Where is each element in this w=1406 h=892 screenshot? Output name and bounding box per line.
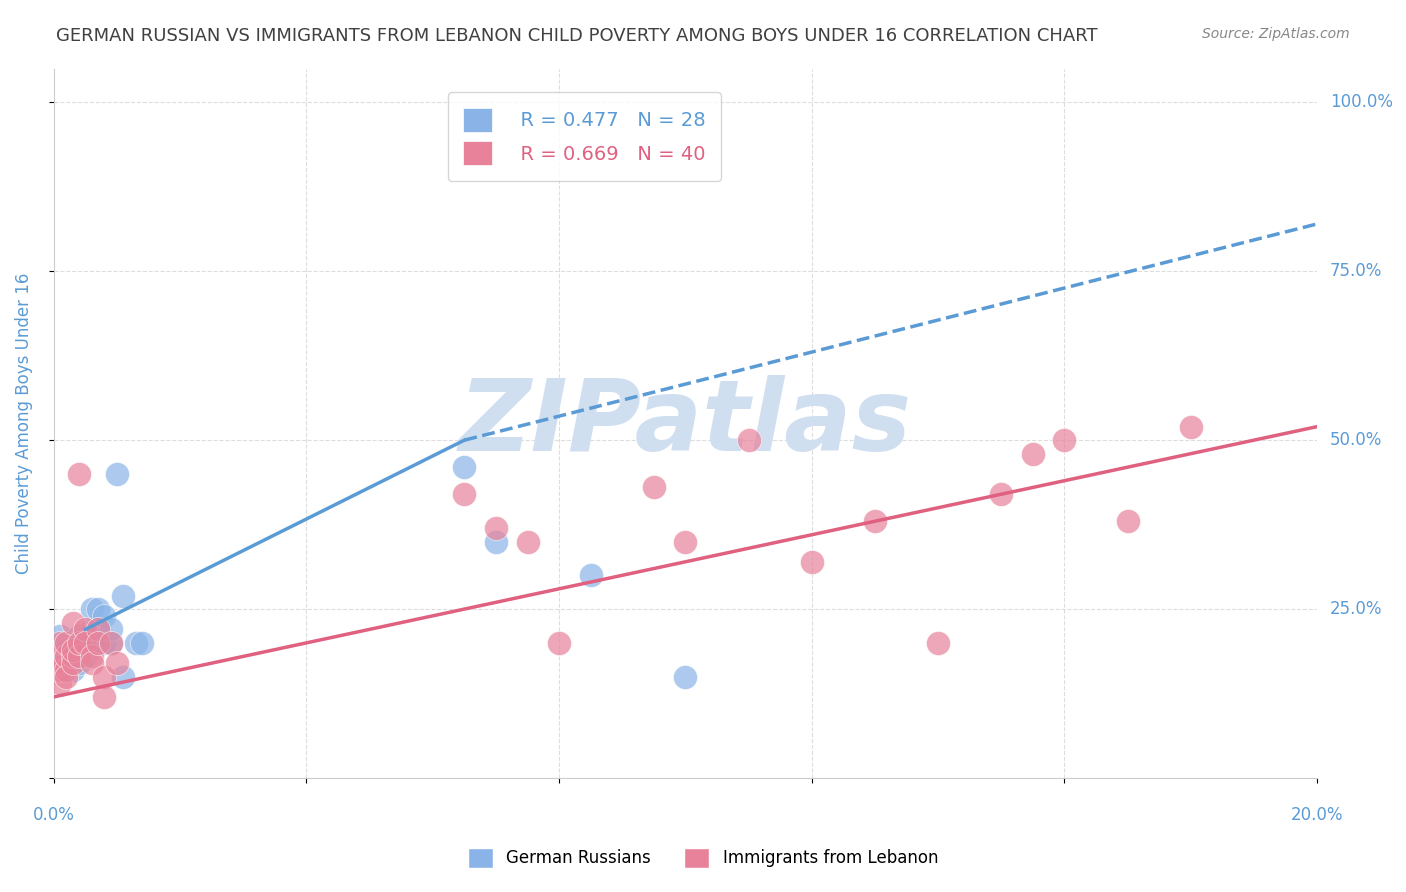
- Point: [990, 487, 1012, 501]
- Point: [55, 649, 77, 664]
- Point: [49, 676, 72, 690]
- Point: [55, 636, 77, 650]
- Text: 50.0%: 50.0%: [1330, 431, 1382, 450]
- Point: [643, 480, 665, 494]
- Point: [67, 636, 90, 650]
- Point: [516, 534, 538, 549]
- Point: [49, 663, 72, 677]
- Point: [62, 615, 84, 630]
- Point: [55, 670, 77, 684]
- Point: [80, 636, 103, 650]
- Point: [55, 663, 77, 677]
- Point: [49, 636, 72, 650]
- Point: [80, 602, 103, 616]
- Point: [105, 656, 128, 670]
- Point: [55, 642, 77, 657]
- Point: [100, 636, 122, 650]
- Point: [87, 636, 110, 650]
- Point: [737, 433, 759, 447]
- Point: [1116, 514, 1139, 528]
- Point: [453, 487, 475, 501]
- Point: [87, 602, 110, 616]
- Point: [55, 649, 77, 664]
- Text: 25.0%: 25.0%: [1330, 600, 1382, 618]
- Point: [80, 623, 103, 637]
- Point: [548, 636, 571, 650]
- Point: [100, 636, 122, 650]
- Point: [49, 656, 72, 670]
- Point: [75, 636, 97, 650]
- Point: [62, 642, 84, 657]
- Point: [675, 534, 697, 549]
- Point: [75, 649, 97, 664]
- Text: 0.0%: 0.0%: [32, 806, 75, 824]
- Legend:   R = 0.477   N = 28,   R = 0.669   N = 40: R = 0.477 N = 28, R = 0.669 N = 40: [447, 93, 721, 181]
- Point: [927, 636, 949, 650]
- Point: [67, 467, 90, 481]
- Point: [80, 649, 103, 664]
- Point: [579, 568, 602, 582]
- Text: GERMAN RUSSIAN VS IMMIGRANTS FROM LEBANON CHILD POVERTY AMONG BOYS UNDER 16 CORR: GERMAN RUSSIAN VS IMMIGRANTS FROM LEBANO…: [56, 27, 1098, 45]
- Text: 20.0%: 20.0%: [1291, 806, 1343, 824]
- Point: [100, 623, 122, 637]
- Point: [62, 656, 84, 670]
- Point: [75, 636, 97, 650]
- Text: 100.0%: 100.0%: [1330, 94, 1393, 112]
- Point: [112, 670, 135, 684]
- Point: [93, 608, 115, 623]
- Point: [453, 460, 475, 475]
- Point: [67, 642, 90, 657]
- Point: [80, 656, 103, 670]
- Point: [1053, 433, 1076, 447]
- Point: [93, 670, 115, 684]
- Point: [87, 623, 110, 637]
- Point: [67, 629, 90, 643]
- Point: [75, 623, 97, 637]
- Point: [112, 589, 135, 603]
- Point: [131, 636, 153, 650]
- Point: [67, 649, 90, 664]
- Point: [67, 656, 90, 670]
- Point: [675, 670, 697, 684]
- Point: [105, 467, 128, 481]
- Point: [93, 636, 115, 650]
- Point: [1022, 447, 1045, 461]
- Y-axis label: Child Poverty Among Boys Under 16: Child Poverty Among Boys Under 16: [15, 273, 32, 574]
- Point: [485, 534, 508, 549]
- Point: [62, 663, 84, 677]
- Point: [93, 690, 115, 704]
- Point: [863, 514, 886, 528]
- Point: [49, 629, 72, 643]
- Point: [800, 555, 823, 569]
- Point: [62, 656, 84, 670]
- Point: [87, 623, 110, 637]
- Point: [125, 636, 148, 650]
- Point: [485, 521, 508, 535]
- Point: [1180, 419, 1202, 434]
- Text: 75.0%: 75.0%: [1330, 262, 1382, 280]
- Point: [62, 649, 84, 664]
- Text: Source: ZipAtlas.com: Source: ZipAtlas.com: [1202, 27, 1350, 41]
- Legend: German Russians, Immigrants from Lebanon: German Russians, Immigrants from Lebanon: [461, 841, 945, 875]
- Text: ZIPatlas: ZIPatlas: [458, 375, 912, 472]
